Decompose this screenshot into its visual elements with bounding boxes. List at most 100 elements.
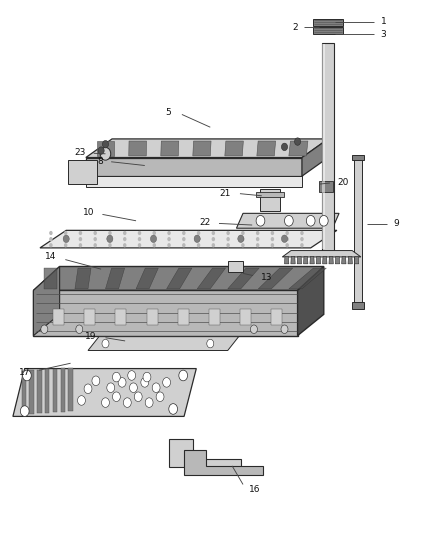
Circle shape: [123, 231, 127, 235]
Circle shape: [152, 243, 156, 247]
Circle shape: [238, 235, 244, 243]
Polygon shape: [169, 439, 241, 467]
Circle shape: [145, 398, 153, 407]
Circle shape: [118, 377, 126, 387]
Polygon shape: [225, 141, 244, 156]
Polygon shape: [136, 268, 158, 289]
Circle shape: [241, 231, 245, 235]
Polygon shape: [161, 141, 179, 156]
Circle shape: [241, 243, 245, 247]
Polygon shape: [237, 213, 339, 228]
Circle shape: [20, 406, 29, 416]
Polygon shape: [313, 27, 343, 34]
Text: 3: 3: [381, 30, 386, 39]
Circle shape: [79, 243, 82, 247]
Polygon shape: [297, 266, 324, 336]
Circle shape: [241, 237, 245, 241]
Polygon shape: [147, 309, 158, 325]
Polygon shape: [184, 450, 263, 475]
Circle shape: [212, 231, 215, 235]
Circle shape: [212, 237, 215, 241]
Polygon shape: [304, 256, 308, 264]
Polygon shape: [33, 266, 60, 336]
Polygon shape: [116, 309, 127, 325]
Circle shape: [286, 237, 289, 241]
Circle shape: [93, 231, 97, 235]
Polygon shape: [319, 181, 332, 192]
Polygon shape: [29, 370, 34, 414]
Circle shape: [162, 377, 170, 387]
Text: 5: 5: [165, 108, 171, 117]
Circle shape: [102, 141, 109, 148]
Circle shape: [98, 147, 104, 155]
Polygon shape: [283, 251, 361, 257]
Circle shape: [49, 243, 53, 247]
Polygon shape: [257, 141, 276, 156]
Polygon shape: [228, 268, 259, 289]
Polygon shape: [106, 268, 125, 289]
Circle shape: [92, 376, 100, 385]
Circle shape: [113, 392, 120, 401]
Polygon shape: [33, 266, 324, 290]
Text: 8: 8: [98, 157, 103, 166]
Text: 14: 14: [45, 253, 57, 261]
Circle shape: [167, 237, 171, 241]
Circle shape: [78, 395, 85, 405]
Polygon shape: [60, 368, 65, 412]
Text: 21: 21: [220, 189, 231, 198]
Circle shape: [107, 383, 115, 392]
Circle shape: [207, 340, 214, 348]
Circle shape: [300, 237, 304, 241]
Circle shape: [182, 237, 186, 241]
Polygon shape: [84, 309, 95, 325]
Polygon shape: [258, 268, 293, 289]
Circle shape: [108, 237, 112, 241]
Circle shape: [182, 243, 186, 247]
Circle shape: [271, 237, 274, 241]
Polygon shape: [86, 176, 302, 187]
Polygon shape: [321, 43, 334, 251]
Circle shape: [179, 370, 187, 381]
Circle shape: [156, 392, 164, 401]
Polygon shape: [37, 370, 42, 413]
Polygon shape: [342, 256, 346, 264]
Polygon shape: [88, 337, 239, 351]
Polygon shape: [352, 155, 364, 160]
Text: 17: 17: [19, 368, 30, 377]
Circle shape: [282, 143, 288, 151]
Circle shape: [152, 237, 156, 241]
Polygon shape: [21, 370, 26, 414]
Circle shape: [212, 243, 215, 247]
Circle shape: [167, 243, 171, 247]
Polygon shape: [228, 261, 243, 272]
Circle shape: [167, 231, 171, 235]
Circle shape: [197, 243, 200, 247]
Circle shape: [93, 237, 97, 241]
Polygon shape: [240, 309, 251, 325]
Polygon shape: [289, 141, 308, 156]
Circle shape: [138, 237, 141, 241]
Polygon shape: [178, 309, 189, 325]
Polygon shape: [53, 309, 64, 325]
Polygon shape: [285, 256, 289, 264]
Polygon shape: [354, 158, 362, 304]
Polygon shape: [323, 256, 327, 264]
Polygon shape: [261, 189, 280, 211]
Circle shape: [108, 243, 112, 247]
Circle shape: [319, 215, 328, 226]
Polygon shape: [53, 369, 57, 413]
Circle shape: [102, 398, 110, 407]
Polygon shape: [316, 256, 321, 264]
Polygon shape: [44, 268, 57, 289]
Polygon shape: [209, 309, 220, 325]
Circle shape: [286, 231, 289, 235]
Circle shape: [123, 243, 127, 247]
Circle shape: [134, 392, 142, 401]
Circle shape: [41, 325, 48, 334]
Circle shape: [300, 243, 304, 247]
Text: 23: 23: [74, 148, 86, 157]
Circle shape: [108, 231, 112, 235]
Polygon shape: [310, 256, 314, 264]
Circle shape: [64, 243, 67, 247]
Polygon shape: [272, 309, 283, 325]
